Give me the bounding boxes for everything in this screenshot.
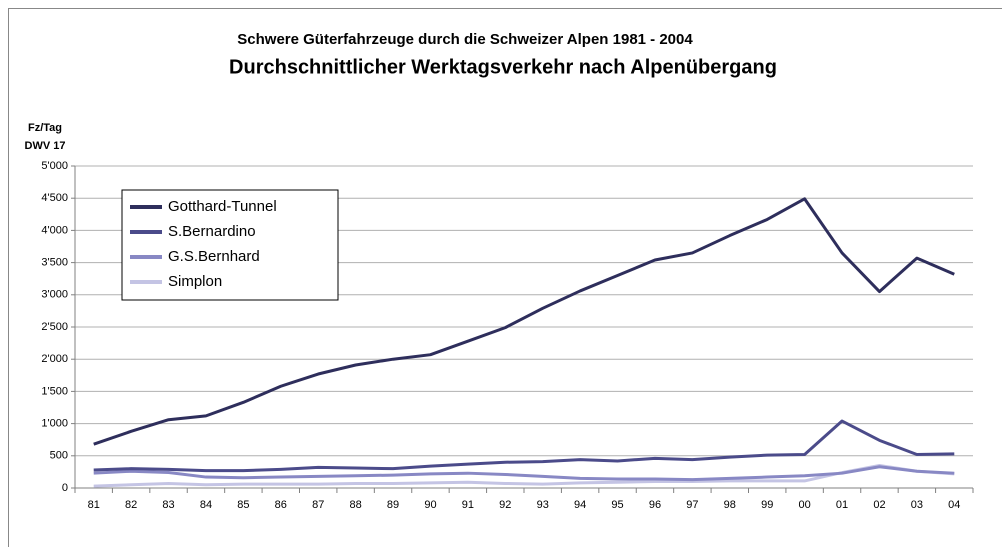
x-tick-label: 03 [911,499,923,511]
x-tick-label: 97 [686,499,698,511]
x-tick-label: 92 [499,499,511,511]
legend-label: S.Bernardino [168,223,256,240]
y-tick-label: 3'000 [41,289,68,301]
series-line [94,421,955,471]
y-tick-label: 500 [50,450,68,462]
y-tick-label: 5'000 [41,160,68,172]
x-tick-label: 83 [162,499,174,511]
x-tick-label: 84 [200,499,212,511]
x-tick-label: 02 [873,499,885,511]
x-tick-label: 87 [312,499,324,511]
x-tick-label: 89 [387,499,399,511]
y-axis-label: Fz/Tag [28,122,62,134]
y-tick-label: 3'500 [41,257,68,269]
y-tick-label: 2'500 [41,321,68,333]
x-tick-label: 94 [574,499,586,511]
x-tick-label: 96 [649,499,661,511]
x-tick-label: 01 [836,499,848,511]
y-tick-label: 4'500 [41,192,68,204]
x-tick-label: 04 [948,499,960,511]
y-tick-label: 1'000 [41,418,68,430]
y-tick-label: 1'500 [41,385,68,397]
x-tick-label: 85 [237,499,249,511]
y-tick-label: 4'000 [41,224,68,236]
x-tick-label: 82 [125,499,137,511]
x-tick-label: 91 [462,499,474,511]
y-axis-label: DWV 17 [25,140,66,152]
x-tick-label: 93 [537,499,549,511]
legend-label: Simplon [168,273,222,290]
chart-subtitle: Durchschnittlicher Werktagsverkehr nach … [229,56,777,78]
x-tick-label: 99 [761,499,773,511]
x-tick-label: 86 [275,499,287,511]
x-tick-label: 95 [611,499,623,511]
legend-label: G.S.Bernhard [168,248,260,265]
y-tick-label: 2'000 [41,353,68,365]
y-tick-label: 0 [62,482,68,494]
legend-label: Gotthard-Tunnel [168,198,277,215]
x-tick-label: 88 [350,499,362,511]
x-tick-label: 81 [88,499,100,511]
x-tick-label: 00 [799,499,811,511]
x-tick-label: 98 [724,499,736,511]
x-tick-label: 90 [424,499,436,511]
chart-title: Schwere Güterfahrzeuge durch die Schweiz… [237,31,693,48]
